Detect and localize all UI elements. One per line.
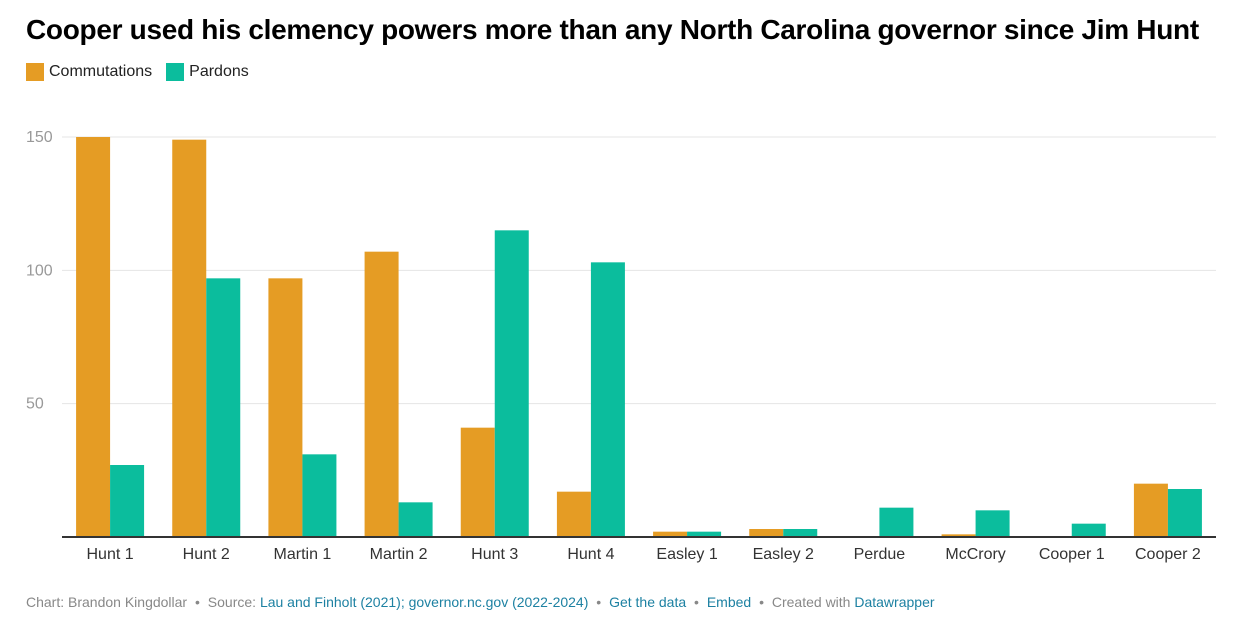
footer-bullet-2: • [596, 594, 602, 610]
bar-commutations-hunt-2 [172, 139, 207, 537]
bar-pardons-mccrory [975, 510, 1010, 537]
bar-pardons-hunt-4 [590, 262, 625, 537]
legend-item-commutations: Commutations [26, 63, 152, 81]
embed-link[interactable]: Embed [706, 594, 752, 610]
footer-source-label: Source: [207, 594, 257, 610]
bar-pardons-cooper-2 [1167, 489, 1202, 537]
footer-bullet-1: • [195, 594, 200, 610]
bar-commutations-martin-2 [364, 251, 399, 537]
footer-author: Chart: Brandon Kingdollar [26, 594, 188, 610]
footer-bullet-4: • [759, 594, 764, 610]
bar-pardons-perdue [879, 507, 914, 537]
legend: Commutations Pardons [26, 63, 263, 81]
x-category-label-cooper-2: Cooper 2 [1135, 546, 1201, 563]
bar-pardons-martin-2 [398, 502, 433, 537]
legend-item-pardons: Pardons [166, 63, 249, 81]
chart-title: Cooper used his clemency powers more tha… [26, 14, 1199, 45]
legend-label-commutations: Commutations [49, 63, 153, 80]
x-category-label-martin-1: Martin 1 [274, 546, 332, 563]
bar-pardons-hunt-2 [206, 278, 241, 537]
bar-commutations-hunt-1 [76, 137, 111, 537]
bar-commutations-easley-2 [749, 529, 784, 537]
x-category-label-perdue: Perdue [854, 546, 906, 563]
chart-footer: Chart: Brandon Kingdollar • Source: Lau … [26, 594, 935, 610]
y-tick-label-100: 100 [26, 262, 53, 279]
y-tick-label-150: 150 [26, 129, 53, 146]
footer-created-with: Created with [771, 594, 851, 610]
bar-commutations-martin-1 [268, 278, 303, 537]
x-category-label-easley-1: Easley 1 [656, 546, 717, 563]
bar-commutations-easley-1 [653, 531, 688, 537]
bar-pardons-hunt-1 [110, 465, 145, 537]
legend-label-pardons: Pardons [189, 63, 249, 80]
bar-commutations-hunt-3 [460, 427, 495, 537]
legend-swatch-pardons [166, 63, 185, 81]
x-category-label-hunt-1: Hunt 1 [87, 546, 134, 563]
bar-commutations-hunt-4 [556, 491, 591, 537]
bar-pardons-cooper-1 [1071, 523, 1106, 537]
bar-pardons-martin-1 [302, 454, 337, 537]
bar-chart: 50 100 150 Hunt 1 Hunt 2 Martin 1 Martin 2 Hunt… [26, 129, 1216, 563]
datawrapper-link[interactable]: Datawrapper [854, 594, 935, 610]
x-category-label-hunt-3: Hunt 3 [471, 546, 518, 563]
bar-pardons-easley-1 [687, 531, 722, 537]
footer-source-link[interactable]: Lau and Finholt (2021); governor.nc.gov … [259, 594, 589, 610]
x-category-label-mccrory: McCrory [945, 546, 1005, 563]
bar-commutations-cooper-2 [1133, 483, 1168, 537]
legend-swatch-commutations [26, 63, 44, 81]
bar-commutations-mccrory [941, 534, 976, 537]
y-tick-label-50: 50 [26, 396, 44, 413]
x-category-label-hunt-4: Hunt 4 [567, 546, 614, 563]
get-the-data-link[interactable]: Get the data [609, 594, 687, 610]
x-category-label-cooper-1: Cooper 1 [1039, 546, 1105, 563]
x-category-label-easley-2: Easley 2 [753, 546, 814, 563]
bar-pardons-easley-2 [783, 529, 818, 537]
x-category-label-hunt-2: Hunt 2 [183, 546, 230, 563]
footer-bullet-3: • [694, 594, 699, 610]
x-category-label-martin-2: Martin 2 [370, 546, 428, 563]
bar-pardons-hunt-3 [494, 230, 529, 538]
